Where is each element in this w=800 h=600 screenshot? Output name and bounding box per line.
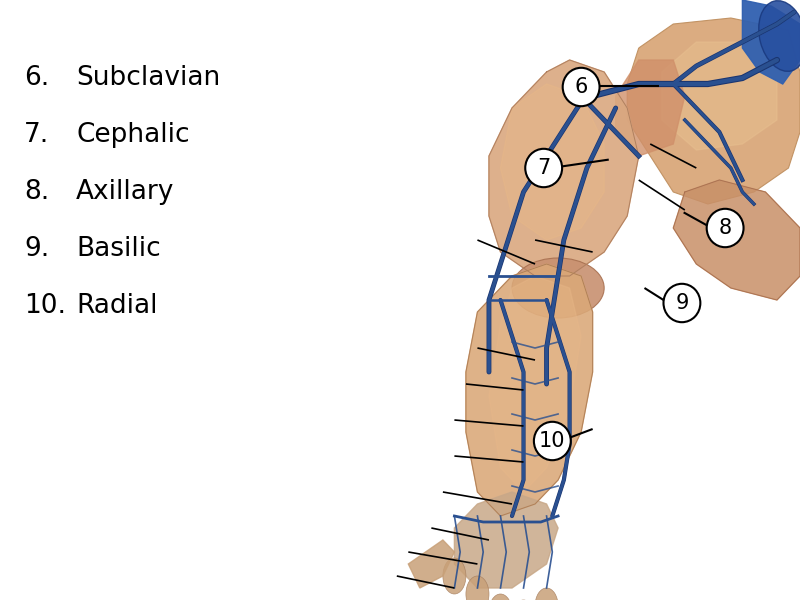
Text: 6: 6 xyxy=(574,77,588,97)
Text: 7: 7 xyxy=(537,158,550,178)
PathPatch shape xyxy=(627,18,800,204)
Text: Radial: Radial xyxy=(76,293,158,319)
Circle shape xyxy=(562,68,599,106)
Ellipse shape xyxy=(489,594,512,600)
Text: Subclavian: Subclavian xyxy=(76,65,220,91)
Ellipse shape xyxy=(512,258,604,318)
Ellipse shape xyxy=(443,558,466,594)
Polygon shape xyxy=(489,60,638,276)
Polygon shape xyxy=(454,492,558,588)
Polygon shape xyxy=(616,60,685,156)
Polygon shape xyxy=(466,264,593,516)
Text: 7.: 7. xyxy=(24,122,50,148)
Text: 9.: 9. xyxy=(24,236,50,262)
Polygon shape xyxy=(489,276,581,492)
Text: Cephalic: Cephalic xyxy=(76,122,190,148)
Text: 6.: 6. xyxy=(24,65,50,91)
Text: Basilic: Basilic xyxy=(76,236,161,262)
Text: 8: 8 xyxy=(718,218,732,238)
Ellipse shape xyxy=(535,588,558,600)
Circle shape xyxy=(526,149,562,187)
Text: 10.: 10. xyxy=(24,293,66,319)
Polygon shape xyxy=(742,0,800,84)
Ellipse shape xyxy=(466,576,489,600)
Polygon shape xyxy=(674,180,800,300)
Polygon shape xyxy=(501,84,604,240)
Text: Axillary: Axillary xyxy=(76,179,174,205)
Polygon shape xyxy=(662,42,777,150)
Circle shape xyxy=(663,284,700,322)
Text: 8.: 8. xyxy=(24,179,50,205)
Ellipse shape xyxy=(758,1,800,71)
Polygon shape xyxy=(408,540,454,588)
Circle shape xyxy=(706,209,743,247)
Circle shape xyxy=(534,422,570,460)
Text: 9: 9 xyxy=(675,293,689,313)
Text: 10: 10 xyxy=(539,431,566,451)
